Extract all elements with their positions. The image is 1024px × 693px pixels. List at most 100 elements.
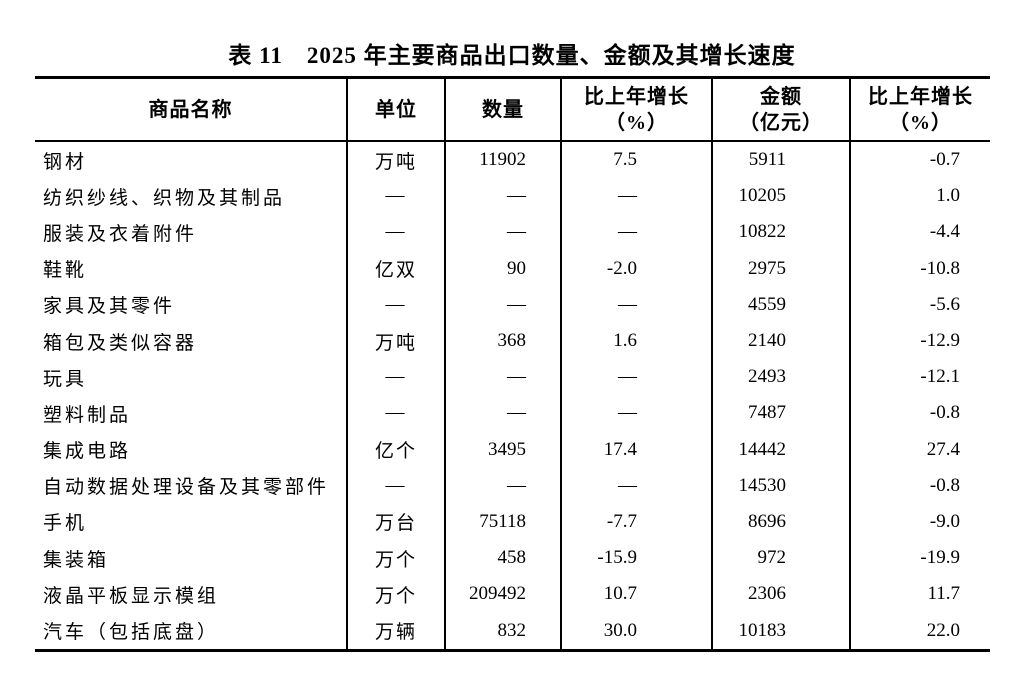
cell-commodity-name: 钢材 [35, 141, 348, 179]
cell-quantity-growth: -15.9 [561, 540, 713, 577]
cell-quantity: — [445, 395, 562, 432]
cell-amount-growth: -12.1 [920, 366, 960, 388]
cell-unit: — [347, 395, 446, 432]
cell-quantity-growth: — [561, 359, 713, 396]
col-header-unit: 单位 [347, 77, 446, 142]
cell-quantity: — [445, 214, 562, 251]
cell-unit: 万个 [347, 540, 446, 577]
table-row: 液晶平板显示模组 万个 209492 10.7 2306 11.7 [35, 576, 990, 613]
cell-quantity-growth: 1.6 [561, 322, 713, 360]
cell-amount-growth: -0.8 [929, 474, 960, 496]
cell-quantity-growth: -2.0 [561, 250, 713, 287]
cell-quantity: — [445, 467, 562, 504]
table-row: 手机 万台 75118 -7.7 8696 -9.0 [35, 503, 990, 541]
cell-amount: 14442 [712, 431, 851, 468]
cell-quantity: 3495 [445, 431, 562, 468]
col-header-label: 比上年增长 [584, 85, 689, 108]
cell-amount-growth: 11.7 [927, 583, 960, 605]
cell-quantity-growth: 17.4 [561, 431, 713, 468]
cell-amount: 10822 [712, 214, 851, 251]
col-header-quantity-growth: 比上年增长 （%） [561, 77, 713, 142]
cell-commodity-name: 自动数据处理设备及其零部件 [35, 467, 348, 504]
cell-quantity: 75118 [445, 503, 562, 541]
cell-amount: 10205 [712, 178, 851, 215]
cell-quantity-growth: 7.5 [561, 141, 713, 179]
table-row: 塑料制品 — — — 7487 -0.8 [35, 395, 990, 432]
table-row: 家具及其零件 — — — 4559 -5.6 [35, 286, 990, 323]
table-title: 表 11 2025 年主要商品出口数量、金额及其增长速度 [228, 43, 796, 68]
cell-commodity-name: 箱包及类似容器 [35, 322, 348, 360]
cell-quantity: 458 [445, 540, 562, 577]
cell-amount-growth: 27.4 [926, 438, 960, 460]
col-header-sublabel: （%） [605, 111, 668, 134]
cell-quantity: 209492 [445, 576, 562, 613]
cell-unit: 万个 [347, 576, 446, 613]
cell-quantity: 11902 [445, 141, 562, 179]
cell-unit: — [347, 178, 446, 215]
cell-amount-growth: 1.0 [936, 185, 960, 207]
cell-unit: — [347, 214, 446, 251]
col-header-label: 比上年增长 [868, 85, 973, 108]
cell-unit: 万吨 [347, 322, 446, 360]
cell-amount: 2493 [712, 359, 851, 396]
cell-amount-growth: -12.9 [920, 330, 960, 352]
cell-unit: — [347, 359, 446, 396]
cell-amount: 2306 [712, 576, 851, 613]
col-header-label: 商品名称 [148, 98, 233, 121]
cell-quantity-growth: 10.7 [561, 576, 713, 613]
cell-amount: 5911 [712, 141, 851, 179]
cell-amount: 7487 [712, 395, 851, 432]
table-row: 玩具 — — — 2493 -12.1 [35, 359, 990, 396]
col-header-sublabel: （亿元） [739, 111, 823, 134]
table-row: 纺织纱线、织物及其制品 — — — 10205 1.0 [35, 178, 990, 215]
cell-amount-growth: 22.0 [926, 619, 960, 641]
cell-unit: 万吨 [347, 141, 446, 179]
table-header: 商品名称 单位 数量 比上年增长 （%） 金额 （亿元） [35, 77, 990, 142]
cell-amount-growth: -4.4 [929, 221, 960, 243]
col-header-quantity: 数量 [445, 77, 562, 142]
cell-commodity-name: 纺织纱线、织物及其制品 [35, 178, 348, 215]
cell-unit: 亿双 [347, 250, 446, 287]
cell-commodity-name: 鞋靴 [35, 250, 348, 287]
cell-commodity-name: 塑料制品 [35, 395, 348, 432]
table-row: 集装箱 万个 458 -15.9 972 -19.9 [35, 540, 990, 577]
cell-amount: 2975 [712, 250, 851, 287]
cell-quantity: — [445, 359, 562, 396]
col-header-label: 单位 [375, 98, 417, 121]
cell-amount: 4559 [712, 286, 851, 323]
cell-quantity: 90 [445, 250, 562, 287]
header-row: 商品名称 单位 数量 比上年增长 （%） 金额 （亿元） [35, 77, 990, 142]
cell-amount-growth: -19.9 [920, 547, 960, 569]
cell-amount-growth: -10.8 [920, 257, 960, 279]
cell-quantity: — [445, 286, 562, 323]
table-row: 自动数据处理设备及其零部件 — — — 14530 -0.8 [35, 467, 990, 504]
cell-amount-growth: -0.8 [929, 402, 960, 424]
cell-commodity-name: 玩具 [35, 359, 348, 396]
cell-quantity-growth: -7.7 [561, 503, 713, 541]
cell-amount: 8696 [712, 503, 851, 541]
table-row: 箱包及类似容器 万吨 368 1.6 2140 -12.9 [35, 322, 990, 360]
cell-unit: 亿个 [347, 431, 446, 468]
cell-commodity-name: 集装箱 [35, 540, 348, 577]
cell-unit: — [347, 467, 446, 504]
cell-amount: 2140 [712, 322, 851, 360]
cell-quantity: 368 [445, 322, 562, 360]
cell-quantity-growth: — [561, 467, 713, 504]
cell-amount: 14530 [712, 467, 851, 504]
col-header-amount: 金额 （亿元） [712, 77, 851, 142]
cell-quantity-growth: — [561, 214, 713, 251]
cell-amount-growth: -0.7 [929, 149, 960, 171]
cell-commodity-name: 家具及其零件 [35, 286, 348, 323]
col-header-label: 金额 [760, 85, 802, 108]
col-header-amount-growth: 比上年增长 （%） [850, 77, 990, 142]
table-row: 服装及衣着附件 — — — 10822 -4.4 [35, 214, 990, 251]
cell-unit: — [347, 286, 446, 323]
table-row: 集成电路 亿个 3495 17.4 14442 27.4 [35, 431, 990, 468]
cell-amount-growth: -9.0 [929, 510, 960, 532]
cell-amount: 972 [712, 540, 851, 577]
cell-amount-growth: -5.6 [929, 293, 960, 315]
cell-amount: 10183 [712, 612, 851, 651]
col-header-label: 数量 [482, 98, 524, 121]
cell-commodity-name: 手机 [35, 503, 348, 541]
